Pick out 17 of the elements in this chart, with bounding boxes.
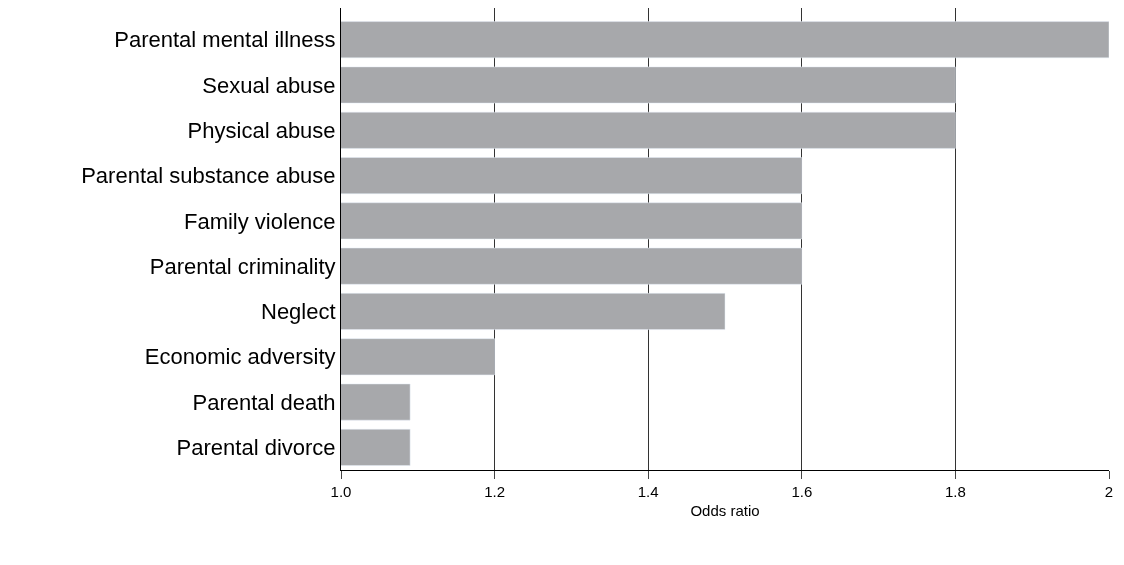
y-tick-label: Economic adversity bbox=[144, 344, 336, 370]
y-tick-label: Family violence bbox=[183, 208, 336, 234]
y-tick-label: Physical abuse bbox=[187, 117, 336, 143]
x-tick-label: 1.6 bbox=[791, 483, 813, 500]
y-tick-label: Parental death bbox=[192, 389, 336, 415]
x-tick-label: 1.4 bbox=[637, 483, 659, 500]
y-tick-label: Parental substance abuse bbox=[81, 163, 336, 189]
x-tick-label: 1.0 bbox=[330, 483, 352, 500]
x-tick-label: 1.8 bbox=[944, 483, 966, 500]
x-tick-label: 2 bbox=[1104, 483, 1114, 500]
x-tick-label: 1.2 bbox=[484, 483, 506, 500]
y-tick-label: Sexual abuse bbox=[202, 72, 336, 98]
y-tick-label: Parental criminality bbox=[149, 253, 336, 279]
y-tick-label: Parental mental illness bbox=[114, 27, 336, 53]
y-tick-label: Parental divorce bbox=[176, 435, 336, 461]
x-axis-title: Odds ratio bbox=[690, 502, 760, 519]
y-tick-label: Neglect bbox=[261, 299, 336, 325]
